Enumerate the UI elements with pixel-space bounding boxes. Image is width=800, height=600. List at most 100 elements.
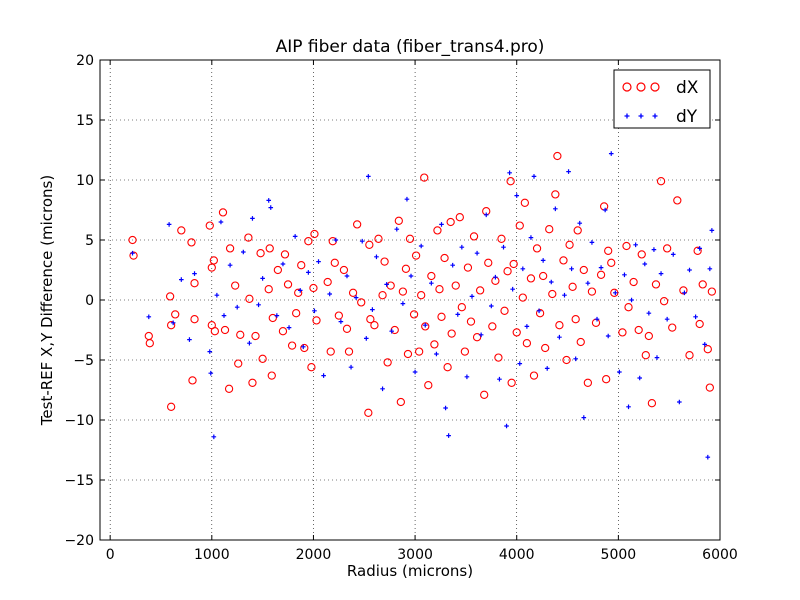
- point-dX: [166, 402, 176, 411]
- point-dY: [709, 228, 715, 233]
- point-dY: [633, 242, 638, 248]
- point-dY: [374, 254, 379, 260]
- point-dY: [170, 320, 176, 326]
- point-dY: [353, 295, 359, 300]
- point-dX: [374, 234, 383, 243]
- point-dX: [421, 322, 430, 331]
- point-dX: [312, 316, 321, 325]
- point-dY: [553, 206, 558, 212]
- point-dY: [528, 235, 534, 240]
- x-tick-label: 0: [106, 547, 115, 563]
- point-dY: [408, 273, 414, 279]
- point-dX: [469, 232, 479, 241]
- point-dX: [370, 321, 379, 330]
- point-dX: [344, 347, 354, 356]
- point-dX: [326, 347, 335, 356]
- point-dY: [208, 370, 214, 376]
- point-dX: [472, 333, 482, 342]
- point-dY: [536, 308, 542, 314]
- point-dY: [404, 196, 410, 202]
- point-dY: [450, 262, 455, 268]
- point-dX: [304, 237, 313, 246]
- point-dY: [654, 355, 660, 360]
- x-tick-label: 5000: [601, 547, 637, 563]
- point-dY: [241, 249, 246, 255]
- point-dY: [651, 247, 657, 252]
- point-dY: [677, 399, 682, 405]
- point-dX: [587, 287, 597, 296]
- point-dY: [504, 423, 509, 429]
- legend-dy-marker-3: [652, 113, 658, 119]
- point-dY: [429, 280, 434, 286]
- point-dX: [166, 321, 176, 330]
- series-dY: [130, 151, 715, 460]
- point-dY: [394, 226, 400, 232]
- point-dX: [366, 315, 375, 324]
- point-dX: [357, 298, 366, 307]
- point-dX: [330, 258, 339, 267]
- point-dX: [548, 289, 557, 299]
- point-dY: [260, 276, 265, 281]
- point-dY: [489, 303, 494, 309]
- point-dX: [403, 349, 413, 359]
- point-dX: [225, 244, 235, 253]
- point-dX: [662, 244, 672, 253]
- point-dX: [553, 151, 562, 161]
- point-dY: [312, 308, 317, 314]
- point-dY: [664, 316, 670, 322]
- point-dX: [437, 312, 446, 321]
- point-dX: [334, 311, 344, 320]
- point-dY: [234, 304, 240, 310]
- legend-dx-marker-3: [650, 82, 660, 92]
- point-dX: [624, 303, 633, 312]
- point-dY: [207, 349, 213, 354]
- point-dX: [339, 265, 349, 275]
- point-dY: [446, 433, 451, 438]
- point-dX: [309, 283, 318, 293]
- axis-ticks: 0 1000 2000 3000 4000 5000 6000 −20 −15 −10 −5 0 5 10…: [64, 53, 737, 563]
- y-tick-label: 0: [85, 293, 94, 309]
- point-dY: [693, 314, 698, 320]
- chart-title: AIP fiber data (fiber_trans4.pro): [276, 37, 545, 57]
- point-dX: [405, 234, 415, 243]
- point-dX: [310, 229, 319, 239]
- point-dX: [364, 408, 373, 417]
- point-dX: [171, 310, 180, 319]
- point-dY: [594, 316, 600, 322]
- point-dY: [622, 272, 627, 278]
- point-dX: [287, 341, 297, 350]
- point-dX: [430, 340, 439, 349]
- point-dX: [602, 375, 611, 384]
- point-dY: [658, 271, 664, 276]
- point-dX: [685, 351, 694, 360]
- y-tick-label: −5: [73, 353, 94, 369]
- point-dY: [297, 288, 303, 293]
- point-dX: [396, 397, 406, 407]
- point-dX: [190, 315, 199, 324]
- point-dY: [581, 415, 587, 420]
- legend-box: [613, 69, 711, 129]
- point-dX: [411, 251, 421, 260]
- y-tick-label: −10: [64, 413, 94, 429]
- point-dX: [568, 282, 577, 291]
- y-tick-label: 10: [76, 173, 94, 189]
- point-dY: [544, 366, 550, 371]
- point-dY: [412, 369, 418, 375]
- point-dY: [702, 342, 708, 347]
- point-dX: [555, 321, 564, 330]
- point-dY: [589, 240, 595, 245]
- point-dX: [565, 240, 574, 249]
- point-dX: [573, 226, 582, 235]
- point-dX: [244, 233, 253, 242]
- point-dX: [545, 225, 554, 234]
- point-dY: [493, 274, 498, 280]
- point-dX: [480, 390, 489, 399]
- point-dY: [605, 333, 611, 339]
- point-dY: [507, 170, 512, 176]
- point-dX: [647, 399, 657, 408]
- point-dY: [192, 271, 197, 276]
- point-dX: [394, 216, 403, 225]
- point-dY: [292, 234, 298, 239]
- point-dY: [130, 250, 135, 256]
- point-dX: [604, 246, 613, 255]
